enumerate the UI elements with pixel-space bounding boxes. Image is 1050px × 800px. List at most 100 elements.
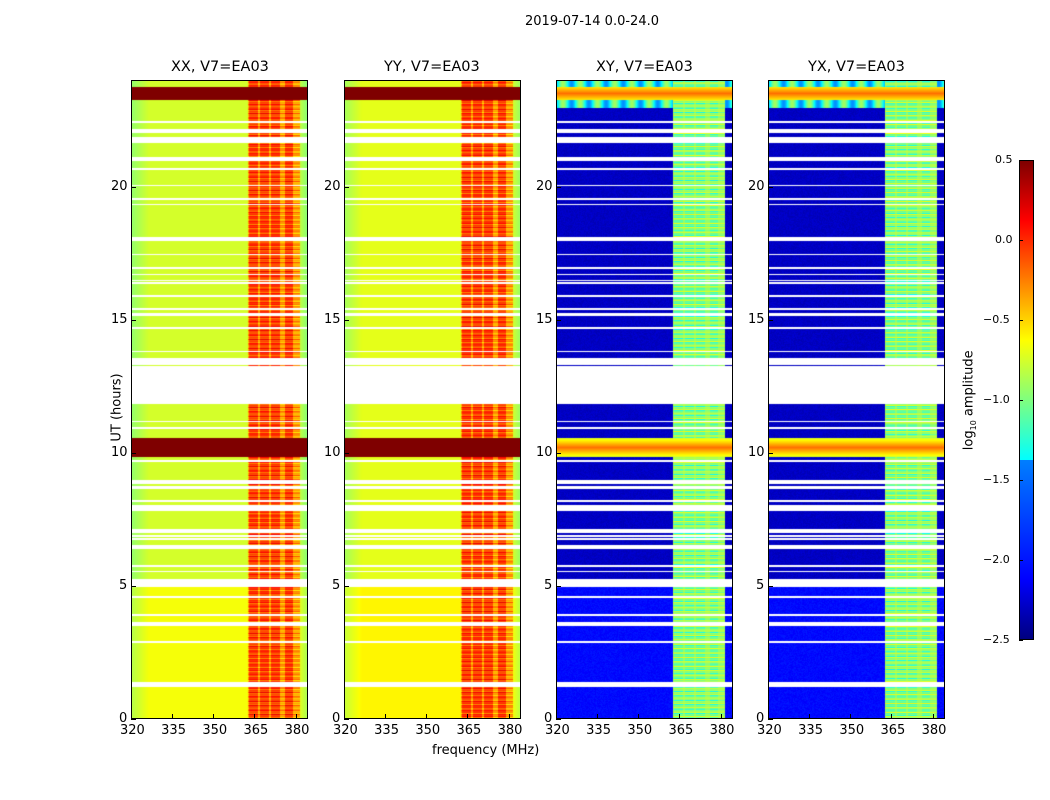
x-tick-label: 320 (333, 723, 358, 738)
y-tick-label: 0 (756, 711, 765, 726)
x-tick (891, 714, 893, 719)
x-tick-label: 365 (456, 723, 482, 738)
x-tick (556, 714, 557, 719)
y-tick (131, 452, 136, 454)
x-tick-label: 350 (202, 723, 228, 738)
figure-title: 2019-07-14 0.0-24.0 (525, 14, 659, 29)
x-tick-label: 350 (415, 723, 441, 738)
heatmap-panel (344, 80, 521, 719)
x-tick-label: 350 (627, 723, 653, 738)
y-axis-label: UT (hours) (109, 373, 125, 442)
x-tick (426, 714, 428, 719)
y-tick-label: 20 (111, 178, 128, 194)
x-tick-label: 320 (545, 723, 570, 738)
colorbar-tick (1019, 400, 1023, 401)
y-tick (556, 452, 561, 454)
heatmap-cells (557, 81, 732, 718)
y-tick (768, 452, 773, 454)
y-tick-label: 15 (536, 311, 553, 327)
y-tick (768, 186, 773, 188)
colorbar-tick-label: 0.5 (995, 153, 1013, 166)
heatmap-panel (768, 80, 945, 719)
x-tick (254, 714, 256, 719)
y-tick-label: 5 (756, 577, 765, 593)
x-tick-label: 335 (586, 723, 611, 738)
y-tick-label: 5 (332, 577, 341, 593)
x-tick-label: 380 (921, 723, 947, 738)
x-tick-label: 335 (374, 723, 399, 738)
y-tick-label: 10 (324, 444, 341, 460)
y-tick (344, 719, 349, 720)
y-tick-label: 10 (111, 444, 128, 460)
colorbar-tick-label: −1.0 (983, 393, 1010, 406)
x-tick-label: 335 (798, 723, 823, 738)
y-tick (768, 319, 773, 321)
heatmap-cells (132, 81, 307, 718)
y-tick-label: 15 (748, 311, 765, 327)
panel-title: XX, V7=EA03 (171, 59, 269, 75)
x-tick (638, 714, 640, 719)
heatmap-panel (556, 80, 733, 719)
colorbar-tick (1019, 320, 1023, 321)
colorbar-tick-label: 0.0 (995, 233, 1013, 246)
x-tick (172, 714, 174, 719)
heatmap-cells (769, 81, 944, 718)
panel-title: XY, V7=EA03 (596, 59, 693, 75)
colorbar-tick (1019, 560, 1023, 561)
colorbar-label: log10 amplitude (961, 350, 979, 451)
x-tick (385, 714, 387, 719)
y-tick (344, 186, 349, 188)
colorbar-tick-label: −0.5 (983, 313, 1010, 326)
x-tick (850, 714, 852, 719)
y-tick (344, 585, 349, 587)
x-tick-label: 365 (880, 723, 906, 738)
y-tick-label: 0 (119, 711, 128, 726)
heatmap-cells (345, 81, 520, 718)
y-tick-label: 10 (536, 444, 553, 460)
heatmap-panel (131, 80, 308, 719)
colorbar-tick (1019, 240, 1023, 241)
x-tick (508, 714, 510, 719)
y-tick-label: 0 (544, 711, 553, 726)
x-tick-label: 380 (709, 723, 735, 738)
x-tick (720, 714, 722, 719)
y-tick-label: 5 (119, 577, 128, 593)
x-tick-label: 365 (243, 723, 269, 738)
colorbar-tick (1019, 480, 1023, 481)
y-tick (131, 719, 136, 720)
y-tick (131, 585, 136, 587)
x-tick (467, 714, 469, 719)
x-tick-label: 350 (839, 723, 865, 738)
y-tick (556, 186, 561, 188)
x-axis-label: frequency (MHz) (432, 743, 540, 758)
x-tick-label: 335 (161, 723, 186, 738)
y-tick-label: 20 (536, 178, 553, 194)
x-tick (344, 714, 345, 719)
y-tick-label: 15 (324, 311, 341, 327)
x-tick (768, 714, 769, 719)
y-tick-label: 0 (332, 711, 341, 726)
x-tick (131, 714, 132, 719)
x-tick-label: 365 (668, 723, 694, 738)
y-tick (768, 719, 773, 720)
y-tick-label: 20 (748, 178, 765, 194)
panel-title: YY, V7=EA03 (384, 59, 480, 75)
colorbar-tick-label: −2.0 (983, 553, 1010, 566)
colorbar-tick (1019, 160, 1023, 161)
colorbar-tick (1019, 640, 1023, 641)
y-tick (768, 585, 773, 587)
y-tick (556, 319, 561, 321)
y-tick-label: 10 (748, 444, 765, 460)
y-tick (131, 319, 136, 321)
y-tick (131, 186, 136, 188)
colorbar-tick-label: −1.5 (983, 473, 1010, 486)
colorbar-tick-label: −2.5 (983, 633, 1010, 646)
x-tick (932, 714, 934, 719)
x-tick (213, 714, 215, 719)
y-tick (344, 452, 349, 454)
x-tick-label: 320 (120, 723, 145, 738)
x-tick (679, 714, 681, 719)
y-tick-label: 20 (324, 178, 341, 194)
y-tick (556, 585, 561, 587)
